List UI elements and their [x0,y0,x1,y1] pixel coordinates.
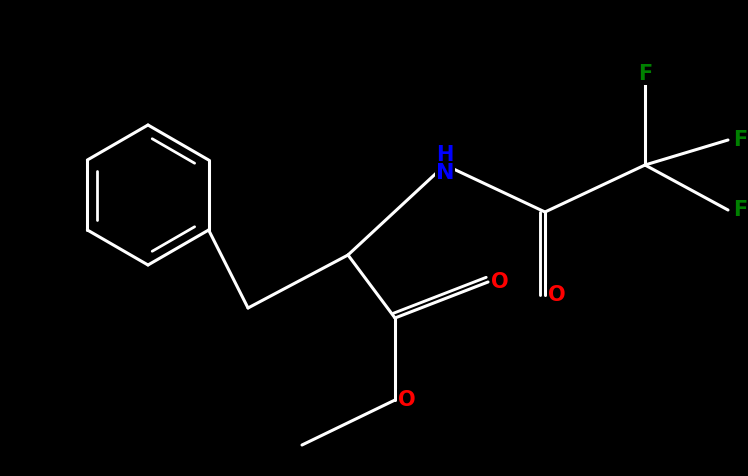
Text: O: O [491,272,509,292]
Text: N: N [436,163,454,183]
Text: O: O [548,285,565,305]
Text: F: F [733,130,747,150]
Text: F: F [733,200,747,220]
Text: O: O [398,390,416,410]
Text: H: H [436,145,454,165]
Text: F: F [638,64,652,84]
